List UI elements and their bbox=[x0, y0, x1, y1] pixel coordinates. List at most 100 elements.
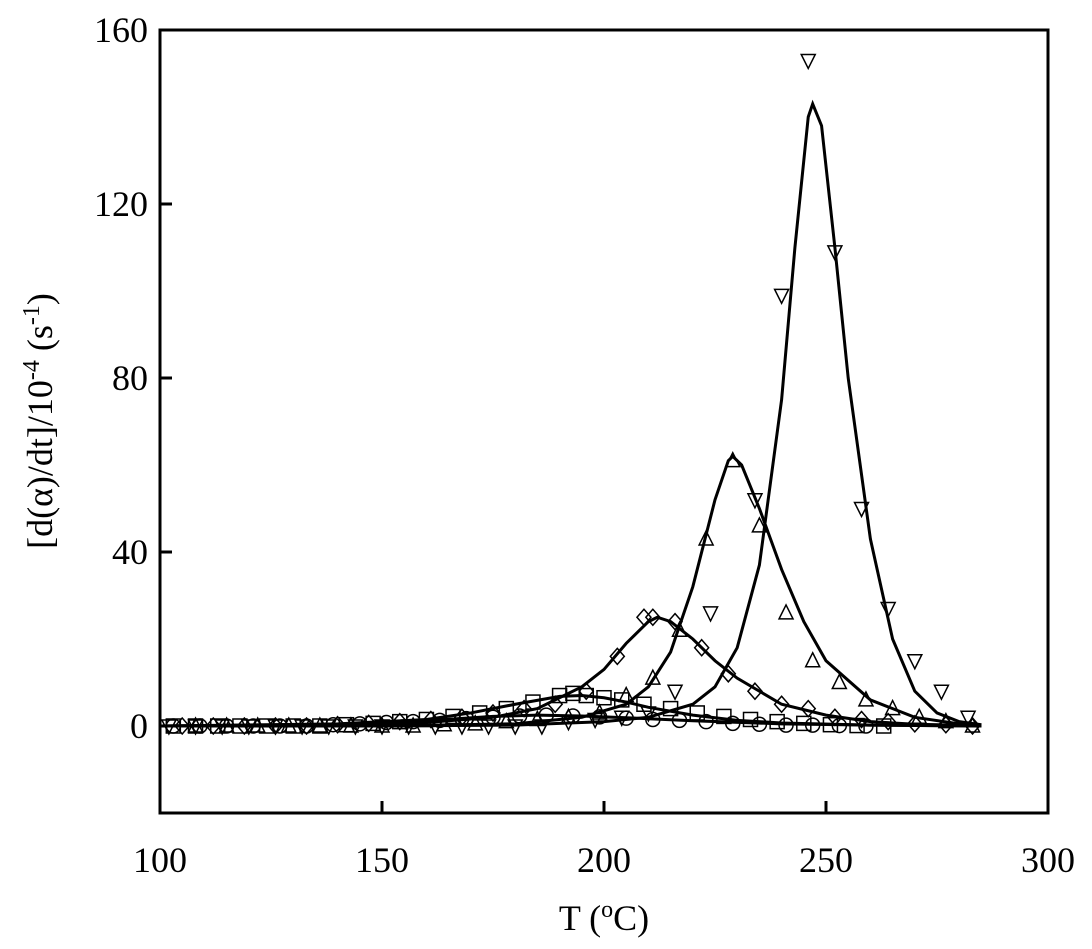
data-point bbox=[498, 700, 515, 717]
data-point bbox=[391, 712, 408, 731]
data-point bbox=[586, 712, 604, 730]
data-point bbox=[640, 706, 657, 723]
data-point bbox=[453, 719, 471, 736]
data-point bbox=[697, 529, 715, 546]
data-point bbox=[400, 719, 417, 736]
label-part: C) bbox=[613, 898, 649, 938]
data-point bbox=[596, 689, 612, 706]
data-point bbox=[236, 716, 253, 736]
data-point bbox=[769, 713, 785, 730]
data-point bbox=[689, 705, 705, 721]
label-part: ) bbox=[20, 293, 60, 305]
data-point bbox=[826, 245, 844, 262]
data-point bbox=[347, 719, 364, 736]
x-tick-label: 300 bbox=[1021, 840, 1075, 880]
data-point bbox=[933, 684, 950, 701]
data-point bbox=[778, 717, 794, 733]
data-point bbox=[666, 684, 684, 701]
fit-line bbox=[160, 454, 982, 728]
data-point bbox=[578, 687, 594, 704]
data-point bbox=[218, 716, 235, 733]
data-point bbox=[427, 719, 444, 736]
data-point bbox=[959, 710, 977, 727]
data-point bbox=[702, 606, 719, 623]
data-point bbox=[609, 647, 626, 666]
data-point bbox=[773, 695, 790, 714]
label-part: -1 bbox=[19, 305, 45, 325]
data-point bbox=[342, 716, 360, 733]
label-part: -4 bbox=[19, 360, 45, 380]
data-point bbox=[213, 719, 231, 736]
data-point bbox=[258, 718, 275, 734]
y-tick-label: 0 bbox=[130, 706, 148, 746]
label-part: o bbox=[601, 897, 613, 923]
data-point bbox=[698, 713, 714, 730]
data-point bbox=[746, 682, 763, 701]
data-point bbox=[614, 692, 630, 708]
data-point bbox=[360, 714, 377, 733]
data-point bbox=[796, 715, 812, 732]
data-point bbox=[209, 718, 226, 734]
data-point bbox=[822, 716, 839, 733]
data-point bbox=[879, 601, 897, 619]
data-point bbox=[804, 651, 821, 668]
data-point bbox=[724, 450, 741, 468]
data-point bbox=[751, 716, 768, 733]
data-point bbox=[280, 716, 297, 733]
data-point bbox=[373, 719, 391, 736]
data-point bbox=[232, 718, 248, 734]
data-point bbox=[165, 718, 182, 734]
data-point bbox=[293, 719, 311, 736]
data-point bbox=[613, 710, 630, 727]
x-axis-label: T (oC) bbox=[559, 897, 649, 938]
data-point bbox=[311, 716, 329, 733]
y-axis-label: [d(α)/dt]/10-4 (s-1) bbox=[19, 293, 60, 549]
data-point bbox=[578, 682, 595, 701]
data-point bbox=[800, 53, 817, 71]
label-part: (s bbox=[20, 325, 60, 360]
x-tick-label: 250 bbox=[799, 840, 853, 880]
label-part: [d(α)/dt]/10 bbox=[20, 380, 60, 549]
data-point bbox=[906, 714, 923, 733]
data-point bbox=[746, 493, 764, 510]
data-point bbox=[884, 698, 901, 716]
data-point bbox=[187, 719, 204, 736]
data-point bbox=[617, 685, 635, 703]
data-point bbox=[506, 719, 524, 736]
x-tick-label: 200 bbox=[577, 840, 631, 880]
data-point bbox=[858, 718, 874, 734]
data-point bbox=[187, 716, 204, 733]
x-tick-label: 150 bbox=[355, 840, 409, 880]
data-point bbox=[560, 714, 577, 732]
data-point bbox=[480, 719, 497, 736]
label-part: T ( bbox=[559, 898, 601, 938]
y-tick-label: 160 bbox=[94, 10, 148, 50]
data-point bbox=[329, 715, 346, 734]
data-point bbox=[937, 711, 955, 729]
data-point bbox=[693, 638, 710, 657]
data-point bbox=[800, 699, 817, 718]
data-point bbox=[853, 710, 870, 729]
y-tick-label: 120 bbox=[94, 184, 148, 224]
data-point bbox=[644, 608, 661, 627]
data-point bbox=[831, 672, 848, 690]
data-point bbox=[404, 716, 422, 733]
data-point bbox=[853, 501, 870, 519]
data-point bbox=[485, 703, 501, 723]
data-point bbox=[742, 711, 759, 728]
data-point bbox=[467, 714, 484, 731]
data-point bbox=[671, 712, 688, 729]
data-point bbox=[777, 603, 795, 620]
plot-frame bbox=[158, 28, 1050, 815]
x-tick-label: 100 bbox=[133, 840, 187, 880]
data-point bbox=[662, 700, 679, 717]
data-point bbox=[174, 716, 191, 736]
data-point bbox=[205, 716, 222, 736]
data-point bbox=[453, 708, 470, 727]
data-point bbox=[373, 716, 391, 733]
data-point bbox=[831, 717, 848, 734]
data-point bbox=[720, 664, 737, 683]
data-point bbox=[298, 716, 315, 736]
data-point bbox=[911, 707, 928, 725]
